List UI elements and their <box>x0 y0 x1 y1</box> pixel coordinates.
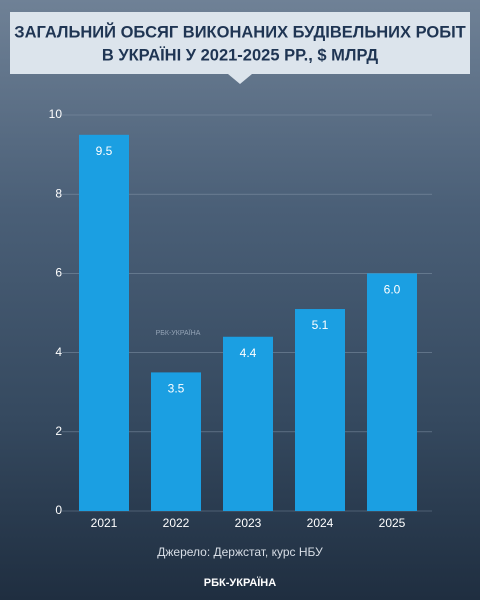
value-label: 9.5 <box>96 144 113 158</box>
chart-title: ЗАГАЛЬНИЙ ОБСЯГ ВИКОНАНИХ БУДІВЕЛЬНИХ РО… <box>14 22 466 41</box>
bar <box>79 134 129 512</box>
title-box <box>10 12 470 84</box>
y-tick-label: 10 <box>49 107 63 121</box>
x-tick-label: 2024 <box>307 516 334 530</box>
x-tick-label: 2025 <box>379 516 406 530</box>
x-tick-label: 2023 <box>235 516 262 530</box>
logo: РБК-УКРАЇНА <box>204 576 276 589</box>
x-tick-label: 2021 <box>91 516 118 530</box>
y-tick-label: 4 <box>55 345 62 359</box>
value-label: 4.4 <box>240 346 257 360</box>
bar <box>223 336 273 511</box>
bar <box>151 372 201 511</box>
y-tick-label: 2 <box>55 424 62 438</box>
bar <box>295 309 345 511</box>
chart-title: В УКРАЇНІ У 2021-2025 РР., $ МЛРД <box>102 46 379 64</box>
watermark: РБК-УКРАЇНА <box>156 329 201 337</box>
value-label: 6.0 <box>384 283 401 297</box>
x-tick-label: 2022 <box>163 516 190 530</box>
source: Джерело: Держстат, курс НБУ <box>157 545 323 559</box>
value-label: 5.1 <box>312 318 329 332</box>
y-tick-label: 8 <box>55 186 62 200</box>
bar <box>367 273 417 511</box>
y-tick-label: 6 <box>55 266 62 280</box>
value-label: 3.5 <box>168 382 185 396</box>
y-tick-label: 0 <box>55 503 62 517</box>
